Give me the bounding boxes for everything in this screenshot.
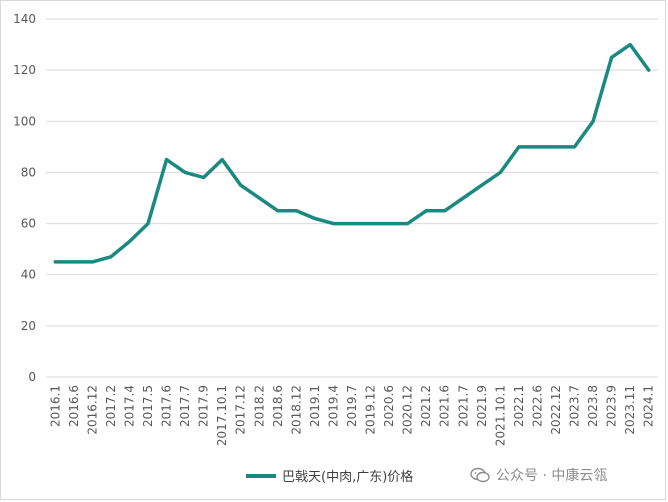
- data-point: [257, 196, 261, 200]
- x-tick-label: 2017.2: [104, 385, 118, 427]
- data-point: [127, 239, 131, 243]
- data-point: [165, 158, 169, 162]
- data-point: [573, 145, 577, 149]
- x-tick-label: 2022.1: [512, 385, 526, 427]
- data-point: [498, 170, 502, 174]
- y-tick-label: 100: [13, 114, 36, 128]
- x-tick-label: 2019.7: [345, 385, 359, 427]
- x-tick-label: 2023.9: [605, 385, 619, 427]
- x-axis-ticks: 2016.1 2016.6 2016.12 2017.2 2017.4 2017.5 201…: [48, 385, 655, 446]
- data-point: [369, 222, 373, 226]
- x-tick-label: 2024.1: [642, 385, 656, 427]
- data-point: [350, 222, 354, 226]
- x-tick-label: 2017.5: [141, 385, 155, 427]
- data-point: [331, 222, 335, 226]
- x-tick-label: 2017.10.1: [215, 385, 229, 446]
- x-tick-label: 2019.12: [364, 385, 378, 435]
- data-point: [90, 260, 94, 264]
- x-tick-label: 2018.6: [271, 385, 285, 427]
- x-tick-label: 2023.8: [586, 385, 600, 427]
- data-point: [313, 216, 317, 220]
- data-point: [146, 222, 150, 226]
- data-point: [53, 260, 57, 264]
- y-tick-label: 120: [13, 63, 36, 77]
- legend: 巴戟天(中肉,广东)价格: [246, 466, 413, 485]
- data-point: [109, 255, 113, 259]
- x-tick-label: 2018.2: [252, 385, 266, 427]
- data-point: [220, 158, 224, 162]
- data-point: [461, 196, 465, 200]
- watermark-text: 公众号 · 中康云瓴: [496, 468, 608, 484]
- x-tick-label: 2020.6: [382, 385, 396, 427]
- data-point: [535, 145, 539, 149]
- x-tick-label: 2020.12: [401, 385, 415, 435]
- x-tick-label: 2021.6: [438, 385, 452, 427]
- y-tick-label: 140: [13, 12, 36, 26]
- x-tick-label: 2018.12: [289, 385, 303, 435]
- data-point: [591, 119, 595, 123]
- x-tick-label: 2021.7: [456, 385, 470, 427]
- gridlines: [46, 18, 658, 378]
- data-point: [480, 183, 484, 187]
- series-layer: [53, 42, 651, 264]
- data-point: [443, 209, 447, 213]
- data-point: [183, 170, 187, 174]
- x-tick-label: 2017.4: [122, 385, 136, 427]
- y-tick-label: 60: [21, 217, 36, 231]
- x-tick-label: 2017.7: [178, 385, 192, 427]
- data-point: [554, 145, 558, 149]
- x-tick-label: 2023.11: [623, 385, 637, 435]
- legend-swatch: [246, 473, 276, 478]
- x-tick-label: 2016.1: [48, 385, 62, 427]
- data-point: [276, 209, 280, 213]
- x-tick-label: 2017.12: [234, 385, 248, 435]
- data-point: [294, 209, 298, 213]
- x-tick-label: 2021.9: [475, 385, 489, 427]
- x-tick-label: 2019.4: [326, 385, 340, 427]
- y-axis-ticks: 0 20 40 60 80 100 120 140: [13, 12, 36, 384]
- x-tick-label: 2021.2: [419, 385, 433, 427]
- data-point: [424, 209, 428, 213]
- x-tick-label: 2016.6: [67, 385, 81, 427]
- y-tick-label: 0: [28, 370, 36, 384]
- data-point: [387, 222, 391, 226]
- data-point: [72, 260, 76, 264]
- series-line-0: [53, 42, 651, 264]
- x-tick-label: 2022.6: [530, 385, 544, 427]
- wechat-icon: [470, 467, 490, 483]
- data-point: [647, 68, 651, 72]
- x-tick-label: 2017.9: [197, 385, 211, 427]
- x-tick-label: 2021.10.1: [493, 385, 507, 446]
- x-tick-label: 2023.7: [568, 385, 582, 427]
- x-tick-label: 2022.12: [549, 385, 563, 435]
- y-tick-label: 40: [21, 268, 36, 282]
- x-tick-label: 2019.1: [308, 385, 322, 427]
- data-point: [517, 145, 521, 149]
- data-point: [610, 55, 614, 59]
- legend-label: 巴戟天(中肉,广东)价格: [282, 470, 414, 485]
- data-point: [239, 183, 243, 187]
- y-tick-label: 80: [21, 165, 36, 179]
- x-tick-label: 2017.6: [160, 385, 174, 427]
- x-tick-label: 2016.12: [85, 385, 99, 435]
- watermark: 公众号 · 中康云瓴: [470, 465, 607, 485]
- y-tick-label: 20: [21, 319, 36, 333]
- data-point: [406, 222, 410, 226]
- data-point: [628, 43, 632, 47]
- data-point: [202, 176, 206, 180]
